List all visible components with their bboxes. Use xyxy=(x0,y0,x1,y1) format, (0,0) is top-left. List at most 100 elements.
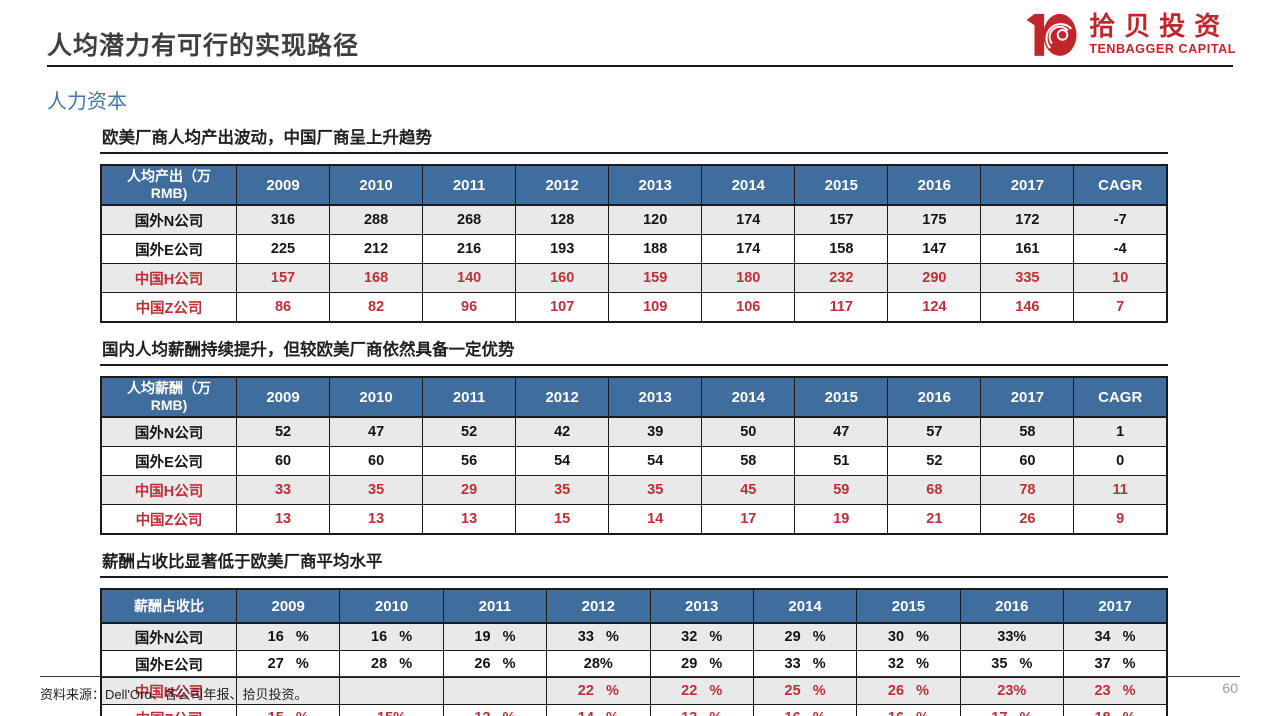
year-header-cell: 2011 xyxy=(442,588,548,624)
row-label-cell: 中国Z公司 xyxy=(100,504,237,535)
value-cell: 157 xyxy=(794,204,889,235)
value-cell: 58 xyxy=(701,446,796,476)
value-cell: 146 xyxy=(980,292,1075,323)
year-header-cell: 2014 xyxy=(701,164,796,206)
value-cell: 57 xyxy=(887,416,982,447)
value-cell: 117 xyxy=(794,292,889,323)
value-cell: 68 xyxy=(887,475,982,505)
value-cell: -4 xyxy=(1073,234,1168,264)
value-cell: 180 xyxy=(701,263,796,293)
value-cell: 106 xyxy=(701,292,796,323)
table-row: 国外N公司 316 288 268 128 120 174 157 175 172 -7 xyxy=(100,204,1168,235)
value-cell: 124 xyxy=(887,292,982,323)
value-cell: 225 xyxy=(235,234,331,264)
value-cell: 107 xyxy=(515,292,610,323)
page-title: 人均潜力有可行的实现路径 xyxy=(47,32,360,60)
value-cell: 86 xyxy=(235,292,331,323)
value-cell: 47 xyxy=(329,416,424,447)
value-cell: 34 % xyxy=(1063,622,1168,651)
row-label-cell: 国外N公司 xyxy=(100,622,237,651)
row-label-cell: 国外N公司 xyxy=(100,204,237,235)
title-divider xyxy=(47,65,1233,67)
year-header-cell: CAGR xyxy=(1073,164,1168,206)
year-header-cell: 2016 xyxy=(959,588,1065,624)
tenbagger-logo-icon xyxy=(1026,13,1077,56)
value-cell: 28 % xyxy=(339,650,444,678)
value-cell: 17 % xyxy=(959,704,1065,716)
logo-name-cn: 拾贝投资 xyxy=(1089,11,1230,42)
value-cell: 10 xyxy=(1073,263,1168,293)
value-cell: 39 xyxy=(608,416,703,447)
row-label-cell: 国外N公司 xyxy=(100,416,237,447)
value-cell: 128 xyxy=(515,204,610,235)
value-cell: 0 xyxy=(1073,446,1168,476)
value-cell: 19 % xyxy=(442,622,548,651)
value-cell: 23% xyxy=(959,677,1065,705)
year-header-cell: 2010 xyxy=(339,588,444,624)
table-row: 中国Z公司 13 13 13 15 14 17 19 21 26 9 xyxy=(100,504,1168,535)
table-caption-salary-ratio: 薪酬占收比显著低于欧美厂商平均水平 xyxy=(100,548,1168,578)
table-caption-salary: 国内人均薪酬持续提升，但较欧美厂商依然具备一定优势 xyxy=(100,336,1168,366)
value-cell: 18 % xyxy=(1063,704,1168,716)
value-cell: 42 xyxy=(515,416,610,447)
value-cell: 11 xyxy=(1073,475,1168,505)
logo-text: 拾贝投资 TENBAGGER CAPITAL xyxy=(1089,12,1236,56)
year-header-cell: 2009 xyxy=(235,164,331,206)
value-cell: 26 xyxy=(980,504,1075,535)
year-header-cell: 2012 xyxy=(546,588,651,624)
value-cell xyxy=(235,677,341,705)
table-caption-output: 欧美厂商人均产出波动，中国厂商呈上升趋势 xyxy=(100,124,1168,154)
table-header-row: 人均薪酬（万RMB) 2009 2010 2011 2012 2013 2014 2015 20… xyxy=(100,376,1168,418)
metric-header-cell: 人均产出（万RMB) xyxy=(100,164,237,206)
value-cell: 216 xyxy=(422,234,517,264)
value-cell: 161 xyxy=(980,234,1075,264)
company-logo: 拾贝投资 TENBAGGER CAPITAL xyxy=(1024,9,1236,59)
value-cell: 9 xyxy=(1073,504,1168,535)
value-cell: 16 % xyxy=(856,704,961,716)
value-cell: 290 xyxy=(887,263,982,293)
value-cell: 288 xyxy=(329,204,424,235)
year-header-cell: 2017 xyxy=(980,164,1075,206)
salary-to-revenue-ratio-table: 薪酬占收比 2009 2010 2011 2012 2013 2014 2015 2016 201… xyxy=(100,588,1168,716)
value-cell: 14 xyxy=(608,504,703,535)
year-header-cell: 2017 xyxy=(1063,588,1168,624)
value-cell: 60 xyxy=(980,446,1075,476)
content-area: 欧美厂商人均产出波动，中国厂商呈上升趋势 人均产出（万RMB) 2009 2010 2… xyxy=(100,124,1168,716)
value-cell: 26 % xyxy=(442,650,548,678)
value-cell: 96 xyxy=(422,292,517,323)
table-row: 国外E公司 27 % 28 % 26 % 28% 29 % 33 % 32 % 35 % 37 % xyxy=(100,650,1168,678)
value-cell: 212 xyxy=(329,234,424,264)
value-cell: 28% xyxy=(546,650,651,678)
table-row: 中国Z公司15 %15%13 %14 %13 %16 %16 %17 %18 % xyxy=(100,704,1168,716)
value-cell: 268 xyxy=(422,204,517,235)
table-row: 中国H公司 33 35 29 35 35 45 59 68 78 11 xyxy=(100,475,1168,505)
logo-name-en: TENBAGGER CAPITAL xyxy=(1089,41,1236,56)
per-capita-salary-table: 人均薪酬（万RMB) 2009 2010 2011 2012 2013 2014 2015 20… xyxy=(100,376,1168,535)
value-cell: 316 xyxy=(235,204,331,235)
table-row: 中国Z公司 86 82 96 107 109 106 117 124 146 7 xyxy=(100,292,1168,323)
value-cell: 193 xyxy=(515,234,610,264)
table-row: 国外E公司 60 60 56 54 54 58 51 52 60 0 xyxy=(100,446,1168,476)
value-cell: 13 % xyxy=(649,704,754,716)
value-cell: 54 xyxy=(608,446,703,476)
table-header-row: 人均产出（万RMB) 2009 2010 2011 2012 2013 2014 2015 20… xyxy=(100,164,1168,206)
year-header-cell: 2013 xyxy=(649,588,754,624)
value-cell: 35 xyxy=(608,475,703,505)
year-header-cell: 2009 xyxy=(235,376,331,418)
value-cell: 33 xyxy=(235,475,331,505)
row-label-cell: 中国H公司 xyxy=(100,475,237,505)
row-label-cell: 国外E公司 xyxy=(100,650,237,678)
row-label-cell: 国外E公司 xyxy=(100,234,237,264)
value-cell: 32 % xyxy=(856,650,961,678)
year-header-cell: 2014 xyxy=(752,588,858,624)
value-cell: 16 % xyxy=(235,622,341,651)
table-row: 国外N公司 52 47 52 42 39 50 47 57 58 1 xyxy=(100,416,1168,447)
row-label-cell: 中国H公司 xyxy=(100,263,237,293)
value-cell: 52 xyxy=(887,446,982,476)
table-row: 国外N公司 16 % 16 % 19 % 33 % 32 % 29 % 30 % 33% 34 % xyxy=(100,622,1168,651)
row-label-cell: 中国Z公司 xyxy=(100,704,237,716)
value-cell: 37 % xyxy=(1063,650,1168,678)
value-cell: 157 xyxy=(235,263,331,293)
page-number: 60 xyxy=(1222,680,1238,696)
year-header-cell: 2011 xyxy=(422,376,517,418)
